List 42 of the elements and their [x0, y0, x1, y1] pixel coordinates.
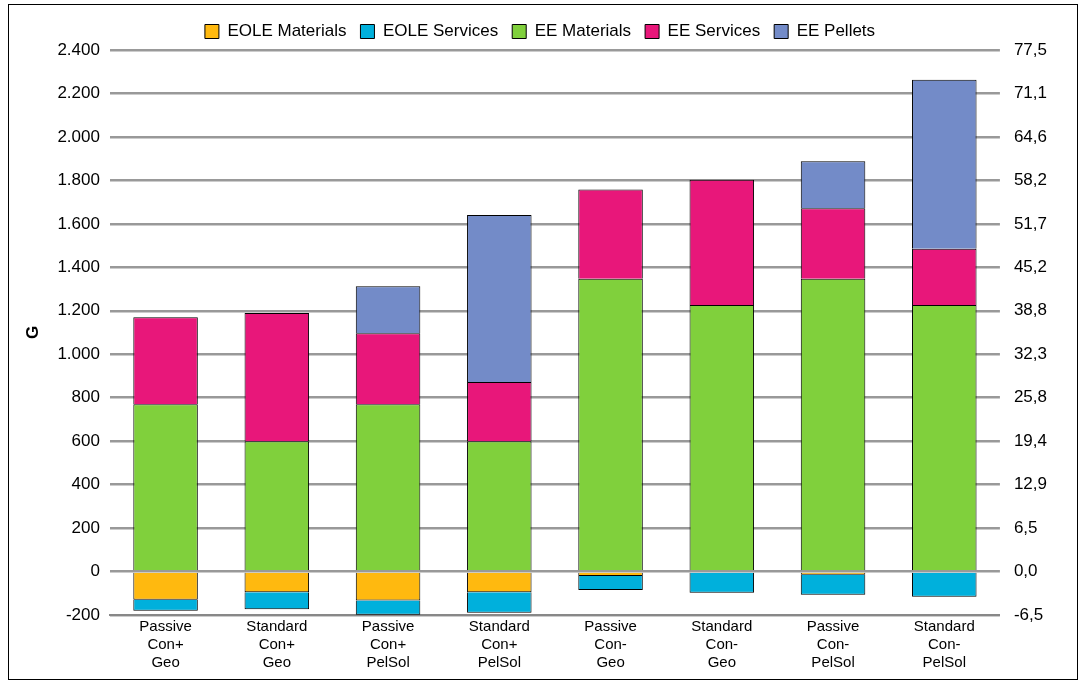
x-tick-label: Standard Con- Geo	[691, 617, 753, 671]
x-tick-label: Standard Con+ Geo	[246, 617, 308, 671]
legend-label: EE Materials	[534, 21, 632, 41]
y2-tick-label: 25,8	[1013, 387, 1048, 407]
y2-tick-label: 38,8	[1013, 300, 1048, 320]
x-tick-label: Passive Con+ Geo	[139, 617, 192, 671]
x-tick-label: Standard Con- PelSol	[913, 617, 975, 671]
y-tick-label: 2.400	[57, 39, 100, 59]
y2-tick-label: 45,2	[1013, 257, 1048, 276]
y2-tick-label: 32,3	[1013, 343, 1048, 363]
y-tick-label: 800	[71, 387, 100, 407]
y-tick-label: 1.800	[57, 170, 100, 190]
y-tick-label: 200	[71, 517, 100, 537]
y-tick-label: 1.200	[57, 300, 100, 320]
y2-tick-label: 58,2	[1013, 169, 1048, 189]
y-tick-label: 2.000	[57, 126, 100, 146]
y-tick-label: -200	[65, 604, 100, 624]
x-tick-label: Passive Con- PelSol	[806, 617, 860, 671]
y-tick-label: 1.600	[57, 213, 100, 233]
y2-tick-label: 77,5	[1013, 39, 1048, 59]
y2-tick-label: 0,0	[1013, 561, 1038, 581]
x-tick-label: Standard Con+ PelSol	[468, 617, 530, 671]
y-axis-title: G	[22, 325, 42, 340]
y2-tick-label: 6,5	[1013, 517, 1038, 537]
y2-tick-label: 51,7	[1013, 213, 1048, 233]
y-tick-label: 1.400	[57, 257, 100, 276]
y2-tick-label: 71,1	[1013, 82, 1048, 102]
legend-label: EE Pellets	[796, 21, 876, 41]
y-tick-label: 0	[90, 561, 100, 581]
x-tick-label: Passive Con- Geo	[584, 617, 637, 671]
legend-label: EOLE Materials	[227, 21, 347, 41]
y-tick-label: 1.000	[57, 343, 100, 363]
y2-tick-label: -6,5	[1013, 604, 1044, 624]
legend-label: EOLE Services	[382, 21, 499, 41]
y-tick-label: 2.200	[57, 83, 100, 103]
x-tick-label: Passive Con+ PelSol	[361, 617, 415, 671]
y2-tick-label: 19,4	[1013, 430, 1048, 450]
y-tick-label: 600	[71, 430, 100, 450]
y-tick-label: 400	[71, 474, 100, 494]
y2-tick-label: 64,6	[1013, 126, 1048, 146]
legend-label: EE Services	[667, 21, 761, 41]
y2-tick-label: 12,9	[1013, 474, 1048, 494]
